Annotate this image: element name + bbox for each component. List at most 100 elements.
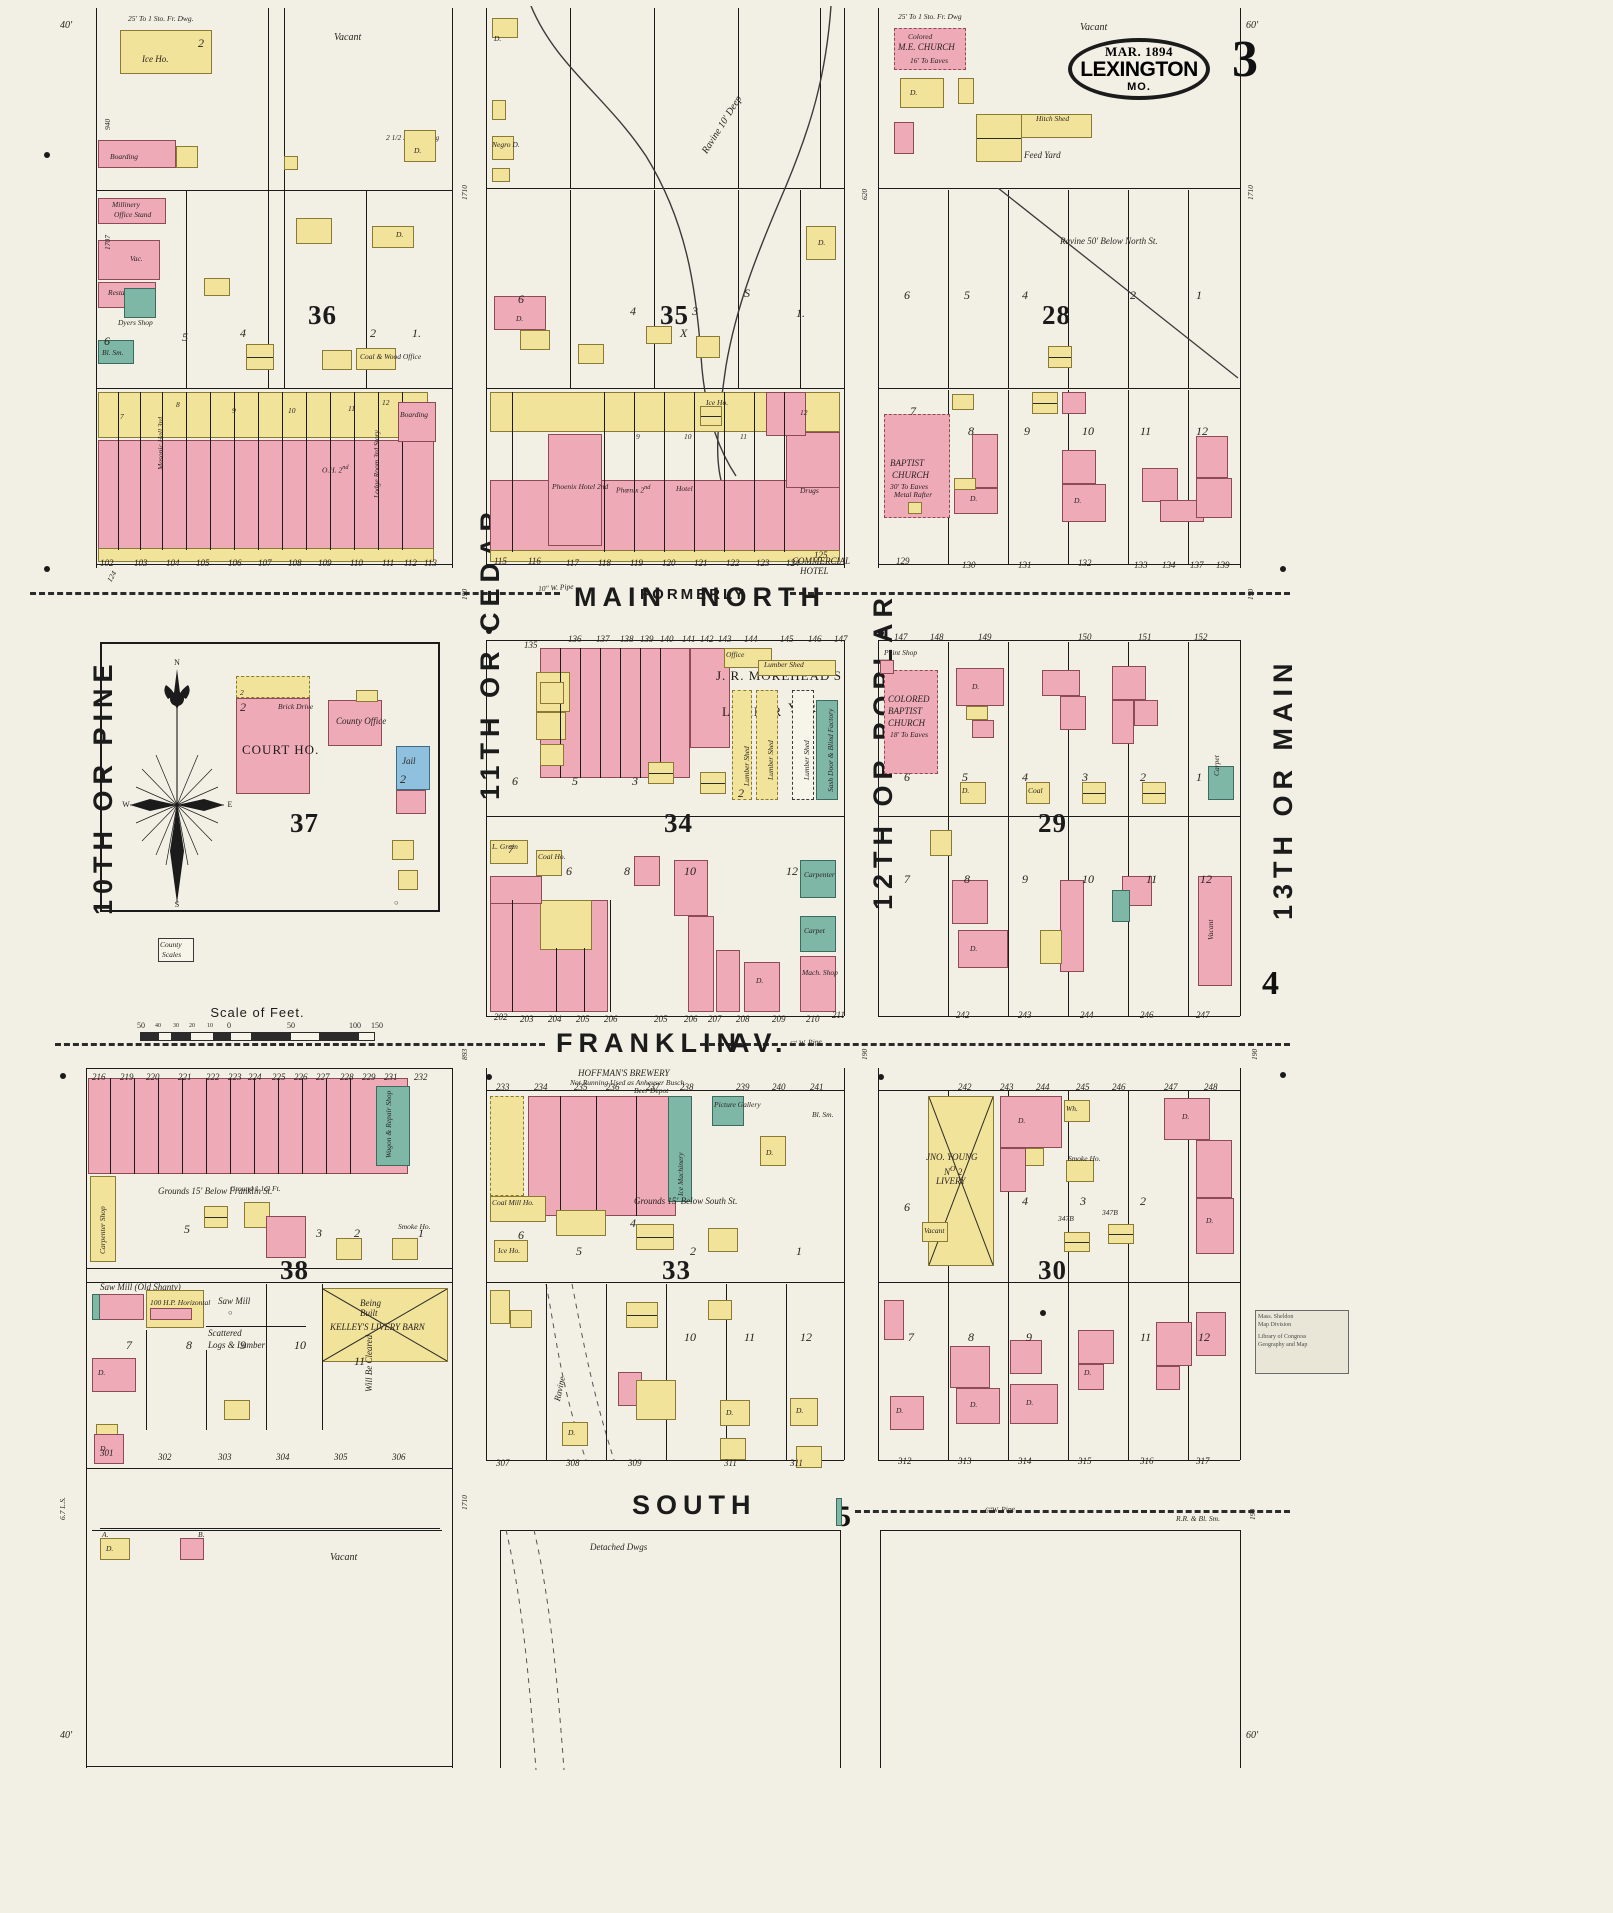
building-shop <box>98 340 134 364</box>
label-machine-shop: Mach. Shop <box>802 968 838 977</box>
label-saw-mill: Saw Mill <box>218 1296 251 1306</box>
franklin-av-centerline <box>700 1043 1290 1046</box>
building-shed <box>1142 782 1166 804</box>
building-shed <box>90 1176 116 1262</box>
building-negro-dwelling <box>492 136 514 160</box>
building-dwelling <box>796 1446 822 1468</box>
building-shed <box>246 344 274 370</box>
note-347b: 347B <box>1058 1214 1074 1223</box>
label-dwelling: D. <box>1074 496 1082 505</box>
hydrant-dot <box>44 566 50 572</box>
building-shed <box>1062 392 1086 414</box>
building-shed <box>972 720 994 738</box>
commercial-row-35 <box>490 480 840 552</box>
building-shed <box>490 1196 546 1222</box>
label-edge-note: 6.7 L.S. <box>58 1497 67 1520</box>
address-number: 138 <box>620 634 634 644</box>
label-ice-ho: Ice Ho. <box>498 1246 521 1255</box>
label-me-church: M.E. CHURCH <box>898 42 955 52</box>
label-brewery-note2: Beer Depot <box>634 1086 669 1095</box>
building-shop <box>1112 890 1130 922</box>
lot-line <box>284 8 285 388</box>
lot-number: 9 <box>240 1338 246 1352</box>
lot-number: 3 <box>1082 770 1088 784</box>
label-carpenter: Carpenter <box>804 870 835 879</box>
lot-number: 2 <box>1140 1194 1146 1208</box>
building-carpet <box>1208 766 1234 800</box>
hydrant-dot <box>1280 566 1286 572</box>
lot-number: 2 <box>400 772 406 786</box>
building-coal-wood-office <box>356 348 396 370</box>
building-shed <box>510 1310 532 1328</box>
marker-green <box>836 1498 842 1526</box>
building-dwelling <box>900 78 944 108</box>
building-courthouse-porch <box>236 676 310 698</box>
building-drugs <box>786 432 840 488</box>
lot-line <box>186 190 187 388</box>
building-dwelling <box>760 1136 786 1166</box>
lot-line <box>844 8 845 568</box>
stamp-line2: Map Division <box>1258 1322 1292 1329</box>
hydrant-dot <box>486 1074 492 1080</box>
label-negro-d: Negro D. <box>492 140 520 149</box>
lot-line <box>366 190 367 388</box>
lot-line <box>96 564 452 565</box>
building-shed <box>492 168 510 182</box>
label-dwelling: D. <box>756 976 764 985</box>
building-phoenix-hotel <box>548 434 602 546</box>
label-jno-young-no2: NO 2 <box>944 1164 963 1177</box>
building-ice-house <box>120 30 212 74</box>
stamp-line4: Geography and Map <box>1258 1342 1308 1349</box>
address-number: 211 <box>832 1010 845 1020</box>
building-brewery-shed <box>490 1096 524 1196</box>
address-number: 242 <box>958 1082 972 1092</box>
lot-number: 8 <box>964 872 970 886</box>
building-dwelling <box>884 1300 904 1340</box>
lot-line <box>820 8 821 188</box>
label-lumber-shed-v3: Lumber Shed <box>742 746 751 786</box>
address-number: 306 <box>392 1452 406 1462</box>
address-number: 143 <box>718 634 732 644</box>
hydrant-dot <box>878 630 884 636</box>
compass-rose: N S W E <box>122 658 232 909</box>
address-number: 208 <box>736 1014 750 1024</box>
scale-tick: 100 <box>349 1021 361 1030</box>
lot-number: 7 <box>508 842 514 856</box>
address-number: 309 <box>628 1458 642 1468</box>
label-vacant-shed: Vacant <box>924 1226 945 1235</box>
building-dwelling <box>1010 1340 1042 1374</box>
edge-ref: 190 <box>460 588 469 600</box>
address-number: 111 <box>382 558 395 568</box>
building-shed <box>392 1238 418 1260</box>
address-number: 303 <box>218 1452 232 1462</box>
building-shed <box>398 870 418 890</box>
address-number: 229 <box>362 1072 376 1082</box>
address-number: 235 <box>574 1082 588 1092</box>
lot-number: 9 <box>1026 1330 1032 1344</box>
building-dwelling <box>100 1538 130 1560</box>
lot-number: 4 <box>240 326 246 340</box>
label-baptist-roof: Metal Rafter <box>894 490 933 499</box>
label-coal-ho: Coal Ho. <box>538 852 566 861</box>
lot-line <box>844 1068 845 1460</box>
label-millinery: Millinery <box>112 200 140 209</box>
address-number: 141 <box>682 634 696 644</box>
building-dwelling <box>92 1358 136 1392</box>
label-county-scales2: Scales <box>162 950 182 959</box>
lot-number: 10 <box>684 864 696 878</box>
lot-line <box>878 564 1240 565</box>
address-number: 206 <box>684 1014 698 1024</box>
address-number: 225 <box>272 1072 286 1082</box>
address-number: 135 <box>524 640 538 650</box>
lot-number: 6 <box>904 770 910 784</box>
lot-line <box>96 8 97 568</box>
lot-line <box>570 8 571 188</box>
building-machine-shop <box>800 956 836 1012</box>
building-shed <box>296 218 332 244</box>
building-shed <box>492 100 506 120</box>
building-kelleys-livery-barn <box>322 1288 448 1362</box>
address-number: 301 <box>100 1448 114 1458</box>
lot-line <box>878 1016 1240 1017</box>
lot-line <box>86 1268 452 1269</box>
address-number: 302 <box>158 1452 172 1462</box>
